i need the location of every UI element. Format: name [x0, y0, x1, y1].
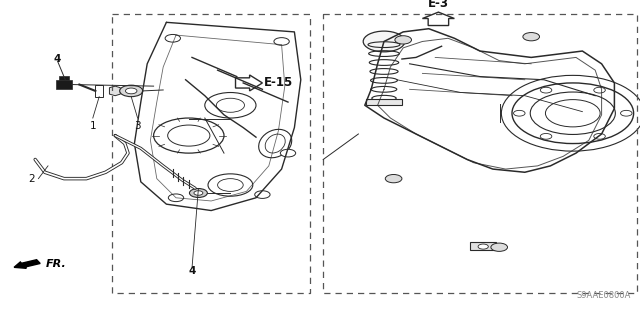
Circle shape: [125, 88, 137, 94]
Circle shape: [255, 191, 270, 198]
Circle shape: [395, 36, 412, 44]
Circle shape: [621, 110, 632, 116]
Text: 1: 1: [90, 121, 96, 131]
FancyBboxPatch shape: [366, 99, 402, 105]
Text: 3: 3: [134, 121, 141, 131]
Text: 2: 2: [29, 174, 35, 184]
Circle shape: [594, 133, 605, 139]
Circle shape: [120, 85, 143, 97]
Circle shape: [594, 87, 605, 93]
Text: E-15: E-15: [264, 77, 294, 89]
Circle shape: [540, 87, 552, 93]
Circle shape: [523, 33, 540, 41]
Circle shape: [189, 189, 207, 197]
Circle shape: [165, 34, 180, 42]
Circle shape: [274, 38, 289, 45]
Polygon shape: [109, 86, 120, 96]
FancyArrow shape: [14, 260, 40, 268]
Ellipse shape: [364, 31, 405, 52]
Bar: [59, 76, 69, 80]
Text: FR.: FR.: [46, 259, 67, 269]
Bar: [95, 85, 103, 97]
Text: 4: 4: [188, 266, 196, 276]
Circle shape: [194, 191, 203, 195]
Text: 4: 4: [54, 54, 61, 64]
Text: S9AAE0800A: S9AAE0800A: [576, 291, 630, 300]
FancyBboxPatch shape: [470, 242, 496, 250]
Circle shape: [280, 149, 296, 157]
Circle shape: [385, 174, 402, 183]
Circle shape: [478, 244, 488, 249]
Text: E-3: E-3: [428, 0, 449, 10]
Circle shape: [491, 243, 508, 251]
Bar: [56, 80, 72, 89]
Circle shape: [168, 194, 184, 202]
Circle shape: [540, 133, 552, 139]
Circle shape: [513, 110, 525, 116]
